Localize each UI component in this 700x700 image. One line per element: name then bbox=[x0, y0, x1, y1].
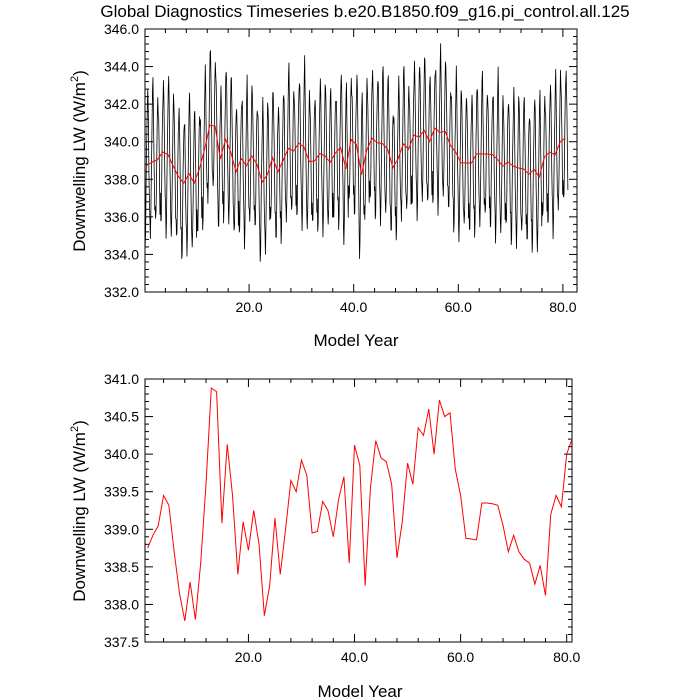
bottom-x-axis: 20.0 40.0 60.0 80.0 bbox=[163, 379, 581, 665]
top-xtick-label: 40.0 bbox=[340, 299, 367, 315]
top-monthly-line bbox=[144, 43, 569, 262]
bottom-ytick-label: 341.0 bbox=[104, 371, 139, 387]
chart-title: Global Diagnostics Timeseries b.e20.B185… bbox=[100, 2, 629, 21]
bottom-xtick-label: 60.0 bbox=[447, 649, 474, 665]
top-xtick-label: 80.0 bbox=[549, 299, 576, 315]
bottom-ytick-label: 340.0 bbox=[104, 446, 139, 462]
bottom-xtick-label: 40.0 bbox=[341, 649, 368, 665]
bottom-xtick-label: 20.0 bbox=[235, 649, 262, 665]
bottom-series bbox=[147, 387, 573, 622]
bottom-ytick-label: 339.0 bbox=[104, 521, 139, 537]
top-y-axis-label: Downwelling LW (W/m2) bbox=[69, 70, 89, 252]
top-xtick-label: 20.0 bbox=[235, 299, 262, 315]
bottom-ytick-label: 339.5 bbox=[104, 484, 139, 500]
top-ytick-label: 346.0 bbox=[104, 21, 139, 37]
bottom-plot-frame bbox=[144, 378, 573, 643]
top-panel: 332.0 334.0 336.0 338.0 340.0 342.0 344.0 346.0… bbox=[69, 21, 578, 350]
bottom-x-axis-label: Model Year bbox=[317, 682, 402, 700]
top-xtick-label: 60.0 bbox=[445, 299, 472, 315]
bottom-ytick-label: 340.5 bbox=[104, 409, 139, 425]
top-x-axis: 20.0 40.0 60.0 80.0 bbox=[164, 29, 577, 315]
top-ytick-label: 332.0 bbox=[104, 284, 139, 300]
bottom-ytick-label: 338.5 bbox=[104, 559, 139, 575]
bottom-y-axis: 337.5 338.0 338.5 339.0 339.5 340.0 340.5 341.0 bbox=[104, 371, 572, 650]
top-ytick-label: 344.0 bbox=[104, 59, 139, 75]
bottom-y-axis-label: Downwelling LW (W/m2) bbox=[69, 420, 89, 602]
top-plot-frame bbox=[144, 28, 578, 293]
top-ytick-label: 342.0 bbox=[104, 96, 139, 112]
top-ytick-label: 340.0 bbox=[104, 134, 139, 150]
top-ytick-label: 334.0 bbox=[104, 246, 139, 262]
bottom-ytick-label: 338.0 bbox=[104, 596, 139, 612]
bottom-annual-line bbox=[147, 387, 573, 622]
top-annual-line bbox=[146, 124, 566, 185]
bottom-ytick-label: 337.5 bbox=[104, 634, 139, 650]
bottom-panel: 337.5 338.0 338.5 339.0 339.5 340.0 340.5 341.0… bbox=[69, 371, 581, 700]
top-x-axis-label: Model Year bbox=[313, 331, 398, 350]
top-ytick-label: 338.0 bbox=[104, 171, 139, 187]
bottom-xtick-label: 80.0 bbox=[553, 649, 580, 665]
top-series bbox=[144, 43, 569, 262]
top-ytick-label: 336.0 bbox=[104, 209, 139, 225]
